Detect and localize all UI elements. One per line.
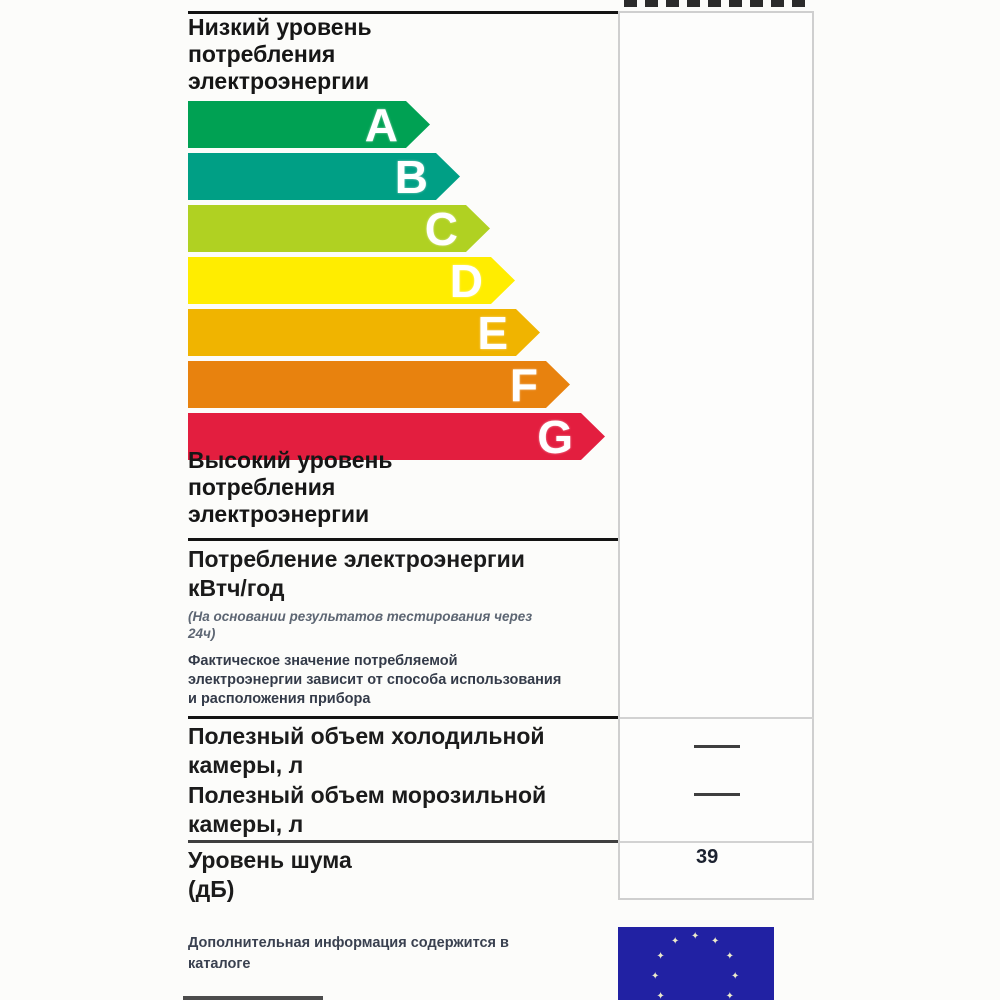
eu-star-icon: ✦	[731, 971, 740, 982]
grade-letter-b: B	[394, 150, 428, 203]
section-rule-3	[188, 840, 618, 843]
eu-star-icon: ✦	[691, 931, 700, 942]
value-column	[618, 11, 814, 900]
grade-letter-c: C	[424, 202, 458, 255]
noise-level-value: 39	[696, 846, 719, 868]
low-consumption-label: Низкий уровень потребления электроэнерги…	[188, 14, 372, 94]
grade-letter-d: D	[449, 254, 483, 307]
grade-arrow-b: B	[188, 153, 460, 200]
top-rule	[188, 11, 618, 14]
grade-arrow-d: D	[188, 257, 515, 304]
grade-arrow-g: G	[188, 413, 605, 460]
eu-star-icon: ✦	[651, 971, 660, 982]
grade-arrow-c: C	[188, 205, 490, 252]
section-rule-2	[188, 716, 618, 719]
grade-arrow-e: E	[188, 309, 540, 356]
section-rule-1	[188, 538, 618, 541]
consumption-note-bold: Фактическое значение потребляемой электр…	[188, 653, 562, 707]
consumption-note-italic: (На основании результатов тестирования ч…	[188, 609, 533, 641]
clipped-text-fragment	[624, 0, 810, 7]
eu-star-icon: ✦	[656, 951, 665, 962]
fridge-volume-value: —	[694, 745, 740, 749]
grade-letter-a: A	[364, 98, 398, 151]
grade-letter-g: G	[537, 410, 573, 463]
freezer-volume-title: Полезный объем морозильной камеры, л	[188, 782, 547, 837]
grade-arrow-f: F	[188, 361, 570, 408]
eu-star-icon: ✦	[725, 951, 735, 962]
eu-star-icon: ✦	[671, 936, 680, 948]
eu-flag-icon: ✦✦✦✦✦✦✦✦✦✦✦✦	[618, 927, 774, 1000]
eu-star-icon: ✦	[725, 991, 735, 1000]
high-consumption-label: Высокий уровень потребления электроэнерг…	[188, 447, 393, 527]
clipped-bar-fragment	[183, 996, 323, 1000]
grade-arrow-a: A	[188, 101, 430, 148]
column-divider-1	[618, 717, 814, 719]
fridge-volume-title: Полезный объем холодильной камеры, л	[188, 723, 545, 778]
column-divider-2	[618, 841, 814, 843]
eu-star-icon: ✦	[711, 936, 720, 948]
grade-letter-e: E	[477, 306, 508, 359]
eu-star-icon: ✦	[656, 991, 665, 1000]
freezer-volume-value: —	[694, 793, 740, 797]
additional-info-label: Дополнительная информация содержится в к…	[188, 935, 509, 972]
consumption-title: Потребление электроэнергии кВтч/год	[188, 546, 525, 601]
grade-letter-f: F	[509, 358, 538, 411]
noise-level-title: Уровень шума (дБ)	[188, 847, 352, 902]
